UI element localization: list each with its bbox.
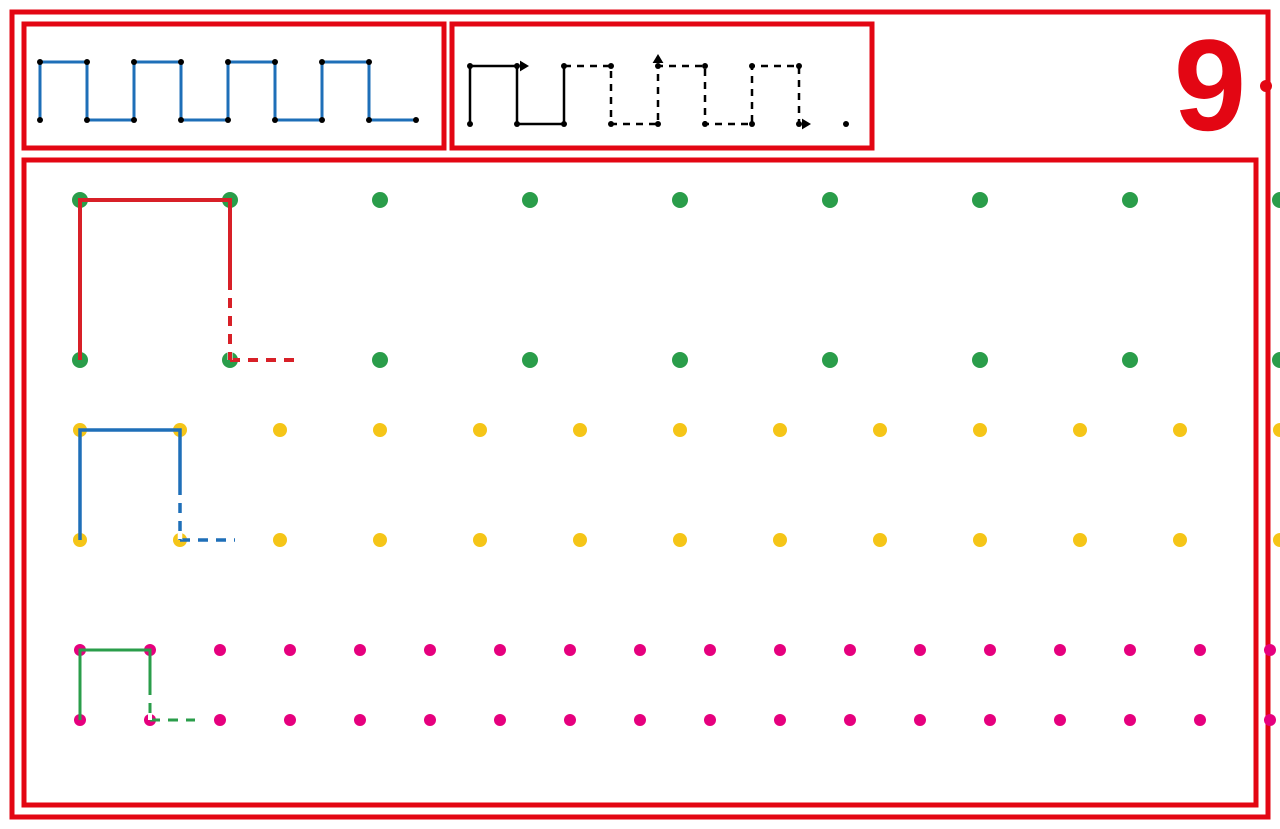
worksheet-page: 9 [0, 0, 1280, 829]
page-number: 9 [1174, 12, 1246, 158]
worksheet-svg: 9 [0, 0, 1280, 829]
